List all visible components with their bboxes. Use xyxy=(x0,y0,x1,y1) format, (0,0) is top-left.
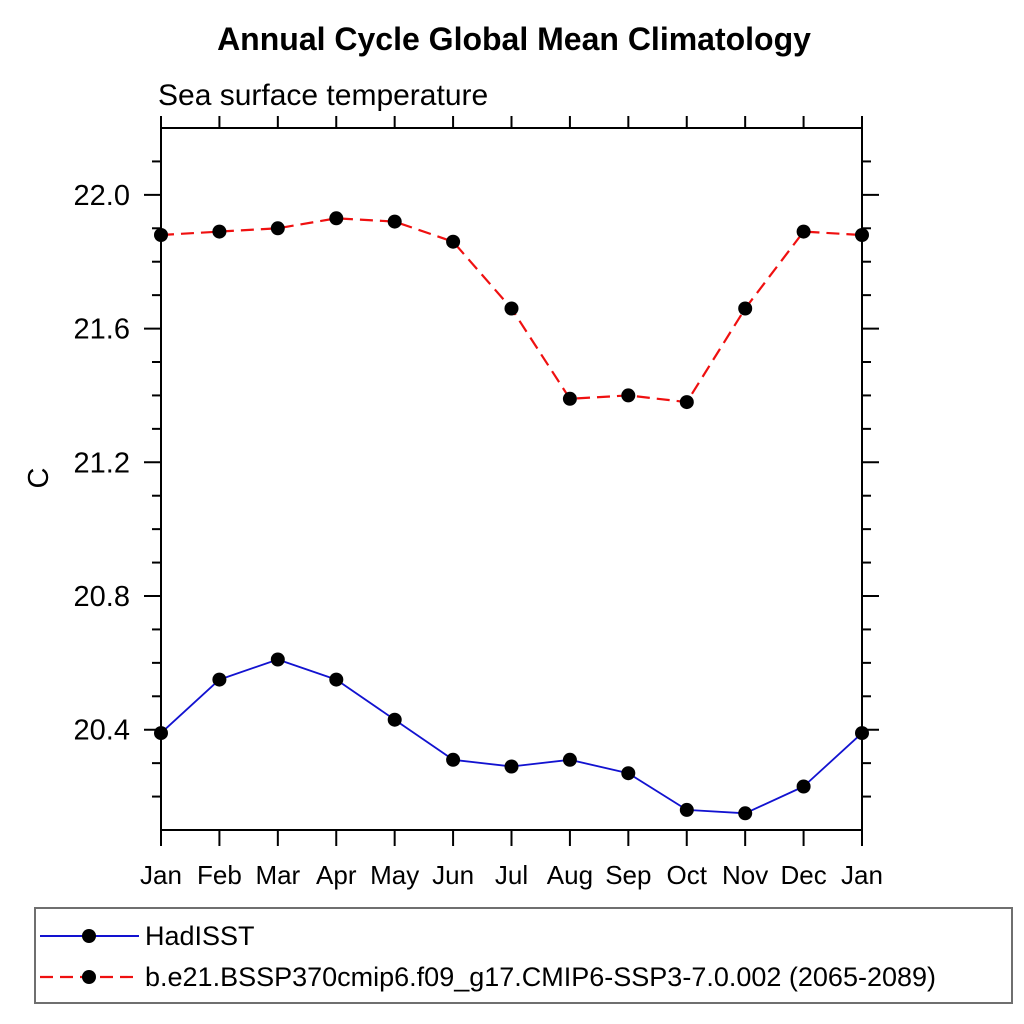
x-tick-label: Jul xyxy=(495,860,528,890)
data-point-marker xyxy=(796,779,811,794)
x-tick-label: Jan xyxy=(841,860,883,890)
data-point-marker xyxy=(212,224,227,239)
y-tick-label: 21.2 xyxy=(74,447,130,479)
data-point-marker xyxy=(154,726,168,741)
data-point-marker xyxy=(212,672,227,687)
x-tick-label: Oct xyxy=(667,860,708,890)
legend-label-hadisst: HadISST xyxy=(145,921,255,951)
y-axis-label: C xyxy=(23,468,55,489)
legend-item-model: b.e21.BSSP370cmip6.f09_g17.CMIP6-SSP3-7.… xyxy=(40,962,936,992)
series-line-0 xyxy=(160,658,863,815)
data-point-marker xyxy=(679,395,694,410)
x-tick-label: Feb xyxy=(197,860,242,890)
data-point-marker xyxy=(562,391,577,406)
data-point-marker xyxy=(855,726,869,741)
data-point-marker xyxy=(738,301,753,316)
legend-label-model: b.e21.BSSP370cmip6.f09_g17.CMIP6-SSP3-7.… xyxy=(145,962,936,992)
x-tick-label: Apr xyxy=(316,860,357,890)
data-point-marker xyxy=(679,802,694,817)
data-point-marker xyxy=(504,759,519,774)
data-point-marker xyxy=(329,672,344,687)
data-point-marker xyxy=(621,766,636,781)
data-point-marker xyxy=(154,228,168,242)
y-tick-label: 21.6 xyxy=(74,314,130,346)
x-tick-label: Nov xyxy=(722,860,768,890)
data-point-marker xyxy=(621,388,636,403)
data-point-marker xyxy=(270,221,285,236)
y-tick-label: 20.8 xyxy=(74,581,130,613)
data-point-marker xyxy=(855,228,869,242)
data-point-marker xyxy=(270,652,285,667)
legend-box xyxy=(34,907,1013,1004)
plot-box xyxy=(160,127,863,831)
chart-subtitle: Sea surface temperature xyxy=(158,79,488,112)
data-point-marker xyxy=(504,301,519,316)
data-point-marker xyxy=(387,214,402,229)
x-tick-label: May xyxy=(370,860,419,890)
data-point-marker xyxy=(796,224,811,239)
x-tick-label: Jun xyxy=(432,860,474,890)
data-point-marker xyxy=(562,752,577,767)
y-tick-label: 22.0 xyxy=(74,180,130,212)
data-point-marker xyxy=(387,712,402,727)
legend: HadISST b.e21.BSSP370cmip6.f09_g17.CMIP6… xyxy=(34,907,1013,1004)
x-tick-label: Jan xyxy=(140,860,182,890)
data-point-marker xyxy=(329,211,344,226)
chart-title: Annual Cycle Global Mean Climatology xyxy=(217,21,811,57)
x-tick-label: Aug xyxy=(547,860,593,890)
x-tick-label: Mar xyxy=(255,860,300,890)
plot-area: 20.4 20.8 21.2 21.6 22.0 Jan Feb Mar Apr May Jun Ju… xyxy=(74,116,883,890)
y-tick-label: 20.4 xyxy=(74,715,130,747)
x-tick-label: Dec xyxy=(780,860,826,890)
legend-marker-dot xyxy=(82,970,96,984)
legend-marker-dot xyxy=(82,929,96,943)
data-point-marker xyxy=(738,806,753,821)
data-point-marker xyxy=(446,234,461,249)
legend-item-hadisst: HadISST xyxy=(40,921,255,951)
data-point-marker xyxy=(446,752,461,767)
x-tick-label: Sep xyxy=(605,860,651,890)
